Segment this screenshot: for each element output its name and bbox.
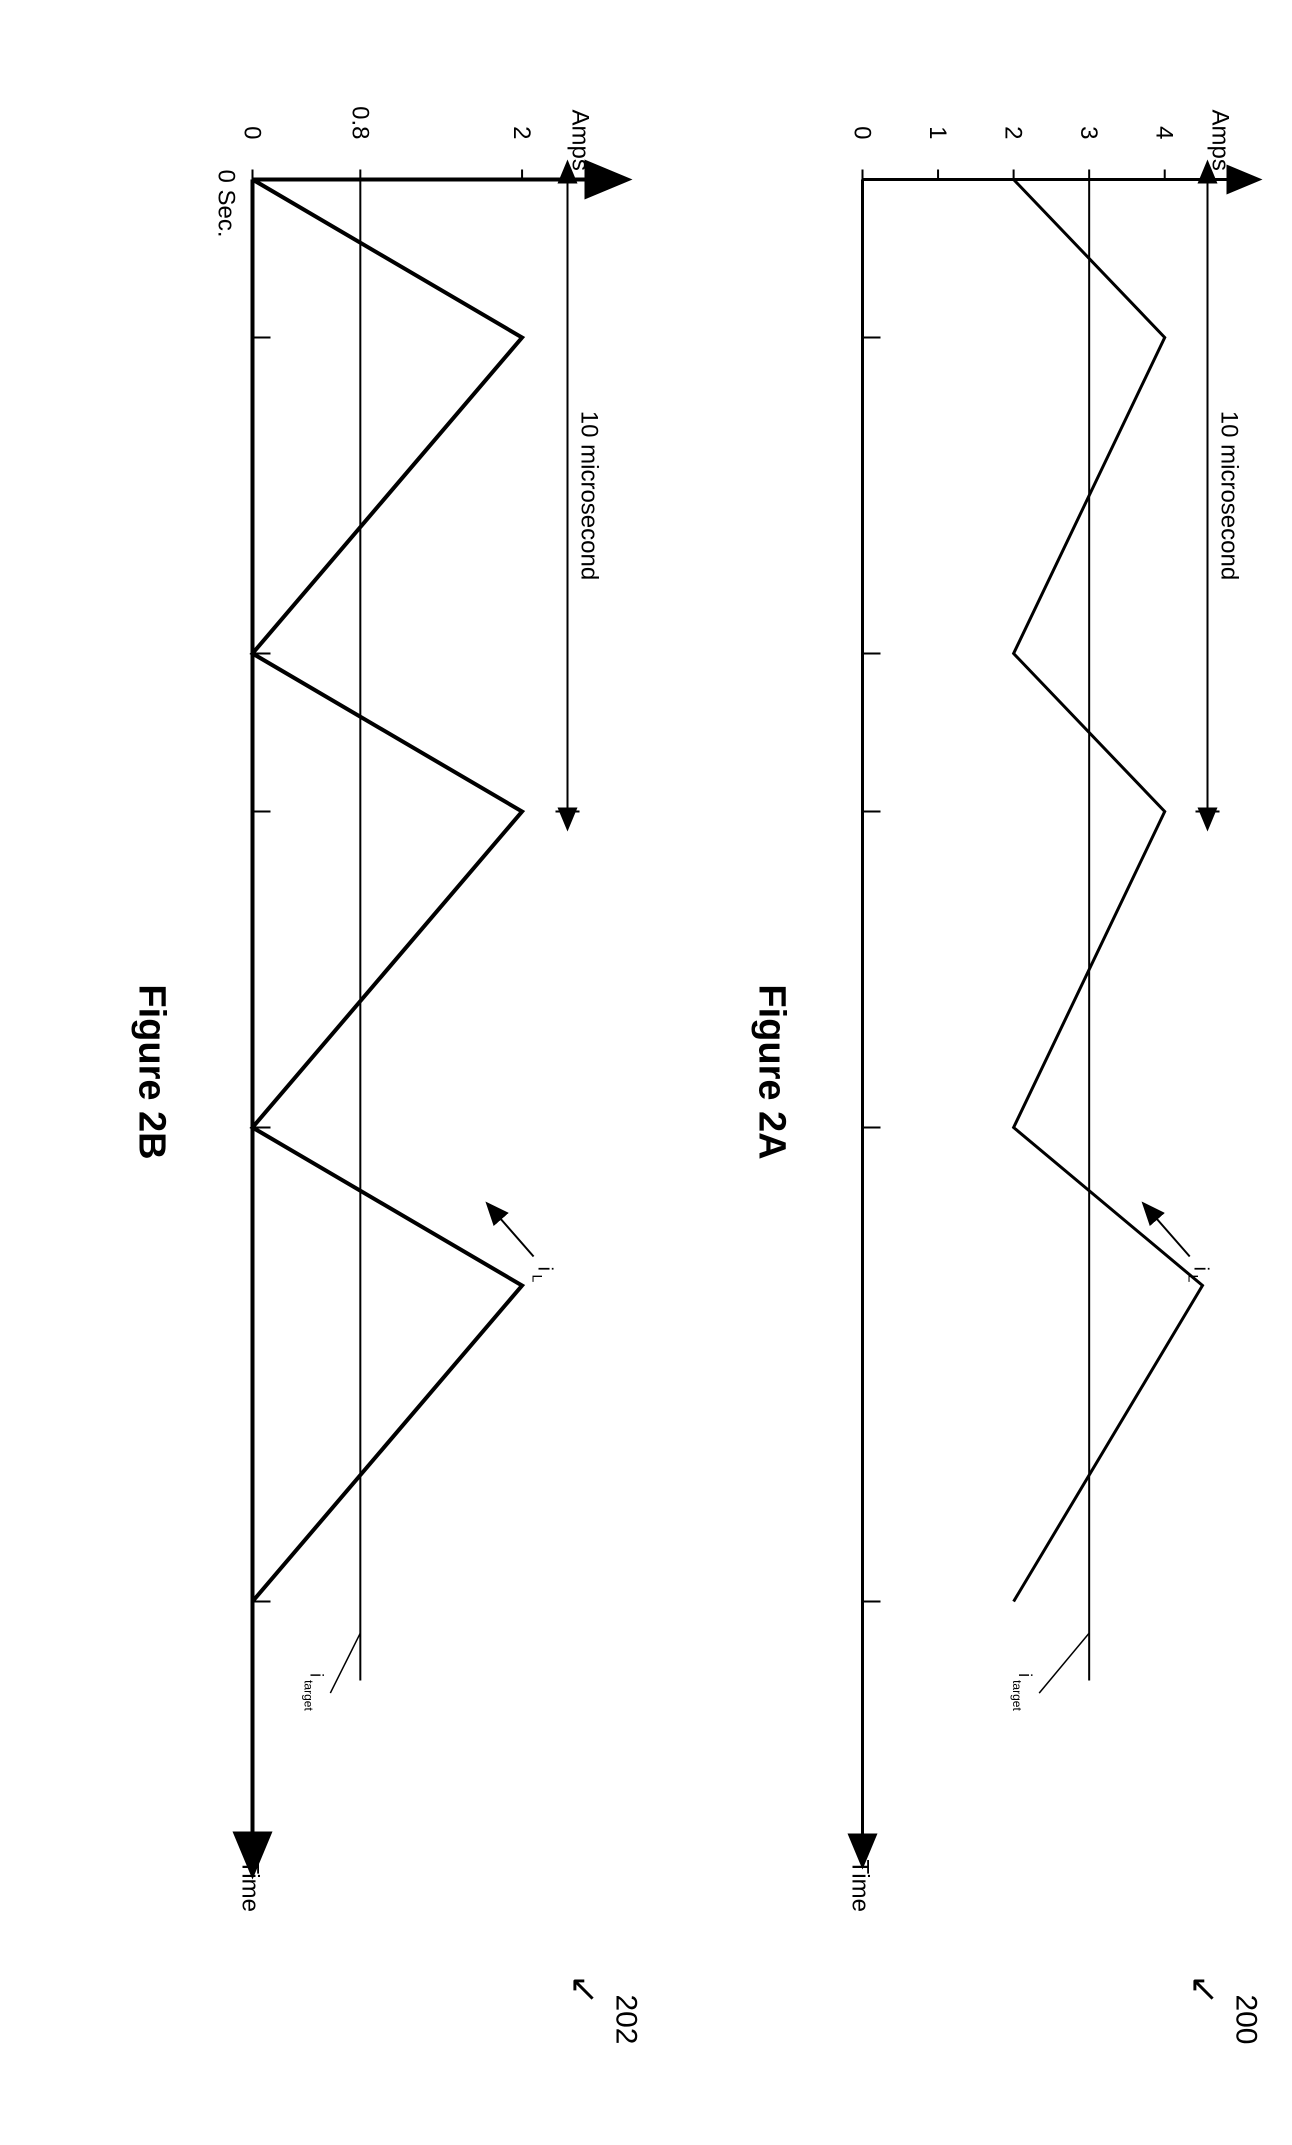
svg-text:i: i: [1190, 1267, 1212, 1271]
svg-text:0: 0: [239, 126, 266, 139]
svg-text:2: 2: [1000, 126, 1027, 139]
figure-2b-title: Figure 2B: [130, 40, 173, 2105]
svg-text:i: i: [306, 1673, 326, 1677]
svg-text:2: 2: [508, 126, 535, 139]
figure-2a-block: 200 ↙ AmpsTime4321010 microsecondiLitarg…: [703, 40, 1263, 2105]
svg-text:1: 1: [924, 126, 951, 139]
svg-text:0 Sec.: 0 Sec.: [213, 170, 240, 238]
svg-text:Amps: Amps: [1207, 110, 1234, 171]
svg-text:L: L: [530, 1275, 546, 1283]
figure-2a-chart: AmpsTime4321010 microsecondiLitarget: [803, 40, 1263, 1940]
svg-text:3: 3: [1075, 126, 1102, 139]
svg-text:target: target: [1010, 1680, 1024, 1711]
svg-text:0.8: 0.8: [346, 106, 373, 139]
svg-text:Time: Time: [847, 1860, 874, 1912]
svg-text:Amps: Amps: [567, 110, 594, 171]
ref-202: 202: [609, 1994, 643, 2044]
svg-text:10 microsecond: 10 microsecond: [576, 411, 603, 580]
svg-text:Time: Time: [237, 1860, 264, 1912]
svg-text:10 microsecond: 10 microsecond: [1216, 411, 1243, 580]
ref-200: 200: [1229, 1994, 1263, 2044]
ref-202-arrow: ↙: [567, 1974, 603, 2004]
svg-text:target: target: [301, 1680, 315, 1711]
svg-text:0: 0: [849, 126, 876, 139]
figure-2b-chart: AmpsTime20.800 Sec.10 microsecondiLitarg…: [183, 40, 643, 1940]
svg-text:i: i: [534, 1267, 556, 1271]
ref-200-arrow: ↙: [1187, 1974, 1223, 2004]
svg-text:L: L: [1186, 1275, 1202, 1283]
svg-text:4: 4: [1151, 126, 1178, 139]
figure-2a-title: Figure 2A: [750, 40, 793, 2105]
svg-text:i: i: [1015, 1673, 1035, 1677]
figure-2b-block: 202 ↙ Amps Time 2 0.8 0 0 Sec. 10 microsecond i…: [83, 40, 643, 2105]
